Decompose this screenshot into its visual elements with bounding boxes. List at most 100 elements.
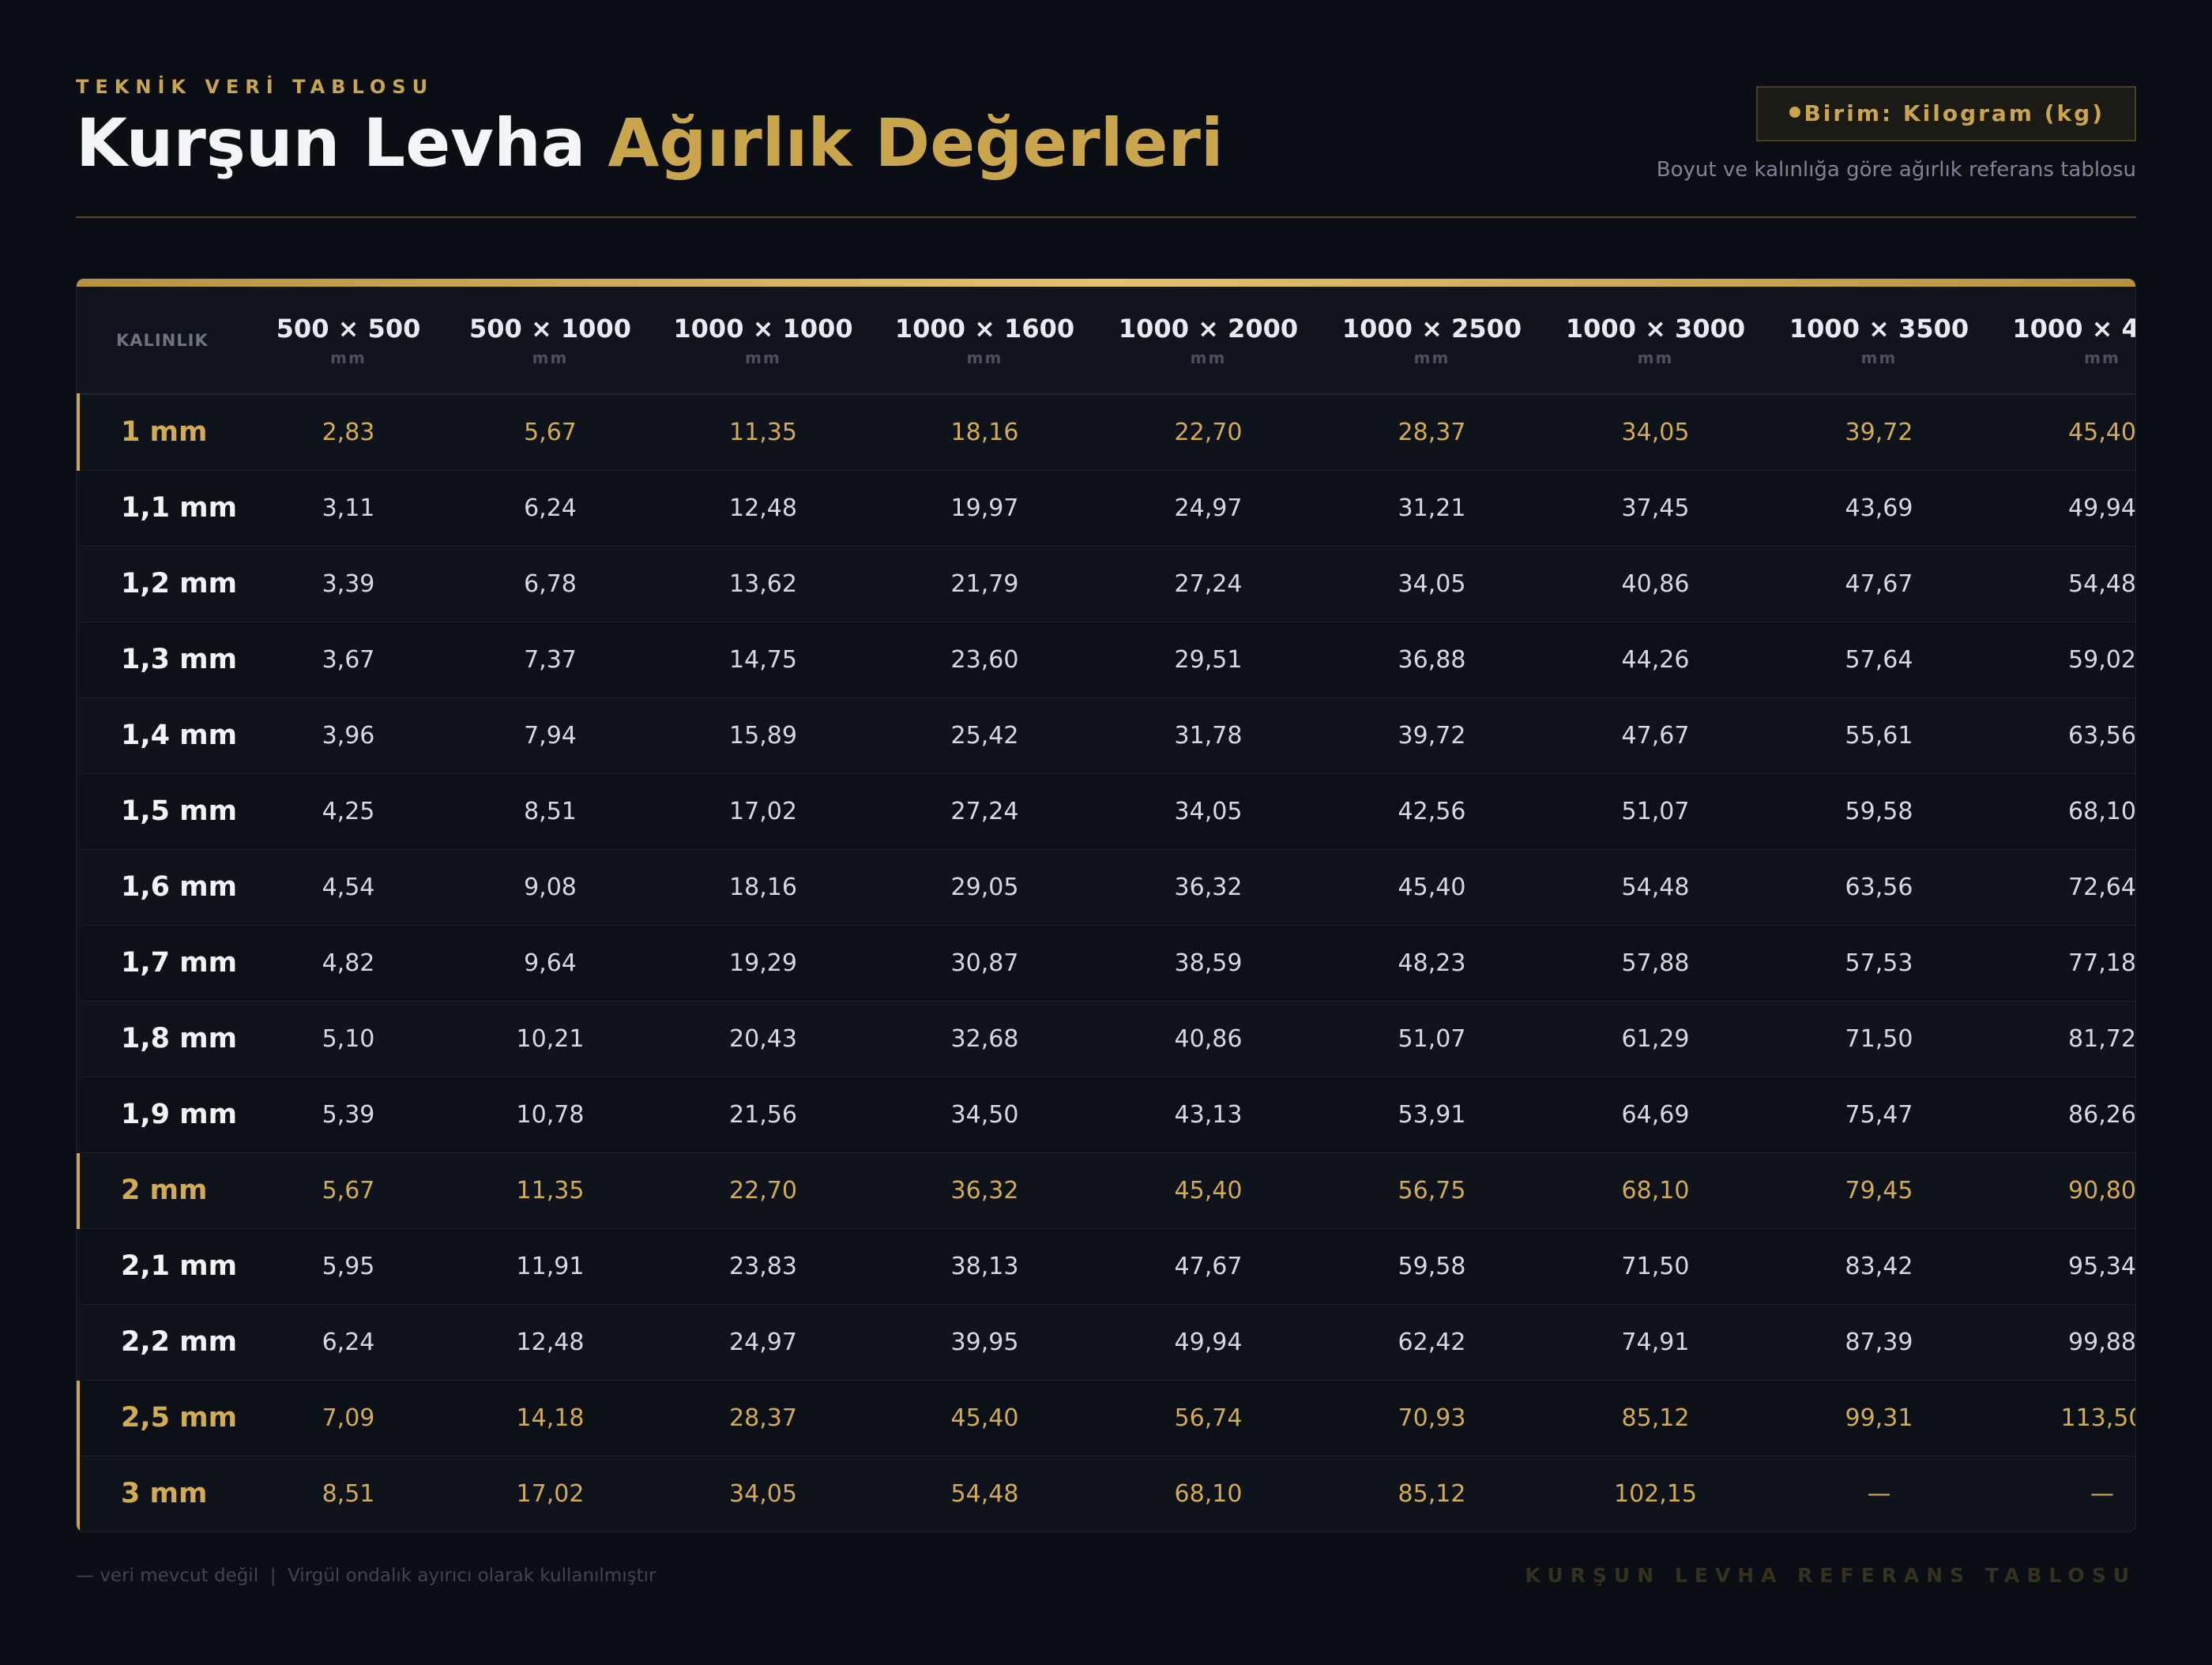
weight-cell: 45,40 xyxy=(1097,1152,1320,1229)
weight-cell: 70,93 xyxy=(1320,1380,1544,1456)
weight-cell: 31,21 xyxy=(1320,470,1544,547)
weight-cell: 24,97 xyxy=(1097,470,1320,547)
weight-cell: 7,37 xyxy=(447,622,653,698)
column-header: 1000 × 4000 mm xyxy=(1991,287,2135,395)
weight-cell: 113,50 xyxy=(1991,1380,2135,1456)
weight-cell: 24,97 xyxy=(653,1304,873,1381)
weight-cell: 34,50 xyxy=(873,1077,1097,1153)
row-label: 1 mm xyxy=(77,394,250,471)
column-header: 500 × 1000 mm xyxy=(447,287,653,395)
weight-cell: 37,45 xyxy=(1544,470,1767,547)
weight-cell: 43,69 xyxy=(1767,470,1991,547)
weight-cell: 45,40 xyxy=(1320,849,1544,926)
column-header: 1000 × 2000 mm xyxy=(1097,287,1320,395)
row-label: 1,6 mm xyxy=(78,849,250,926)
table-row: 1,7 mm 4,82 9,64 19,29 30,87 38,59 48,23 57,88 5… xyxy=(78,925,2135,1002)
row-label: 2 mm xyxy=(77,1152,250,1229)
weight-cell: 51,07 xyxy=(1544,773,1767,850)
row-label: 1,5 mm xyxy=(78,773,250,850)
weight-cell: 40,86 xyxy=(1097,1001,1320,1077)
column-label: 1000 × 2000 xyxy=(1118,313,1299,344)
weight-cell: 20,43 xyxy=(653,1001,873,1077)
row-label: 2,2 mm xyxy=(78,1304,250,1381)
weight-cell: 5,67 xyxy=(250,1152,447,1229)
weight-cell: 32,68 xyxy=(873,1001,1097,1077)
weight-cell: 23,60 xyxy=(873,622,1097,698)
weight-cell: 25,42 xyxy=(873,697,1097,774)
weight-cell: 56,74 xyxy=(1097,1380,1320,1456)
weight-cell: 19,97 xyxy=(873,470,1097,547)
weight-cell: 36,32 xyxy=(873,1152,1097,1229)
weight-cell: 13,62 xyxy=(653,546,873,622)
weight-cell: 72,64 xyxy=(1991,849,2135,926)
weight-cell: 3,96 xyxy=(250,697,447,774)
weight-cell: 55,61 xyxy=(1767,697,1991,774)
column-label: 500 × 500 xyxy=(276,313,421,344)
weight-cell: 51,07 xyxy=(1320,1001,1544,1077)
weight-cell: 19,29 xyxy=(653,925,873,1002)
weight-cell: 28,37 xyxy=(653,1380,873,1456)
weight-cell: 63,56 xyxy=(1767,849,1991,926)
weight-cell: 47,67 xyxy=(1097,1228,1320,1305)
weight-cell: 68,10 xyxy=(1991,773,2135,850)
weight-cell: 17,02 xyxy=(447,1456,653,1532)
weight-cell: 68,10 xyxy=(1544,1152,1767,1229)
weight-cell: 21,79 xyxy=(873,546,1097,622)
weight-cell: 10,78 xyxy=(447,1077,653,1153)
weight-cell: 9,64 xyxy=(447,925,653,1002)
weight-cell: 99,31 xyxy=(1767,1380,1991,1456)
weight-cell: 71,50 xyxy=(1544,1228,1767,1305)
table-row: 1,5 mm 4,25 8,51 17,02 27,24 34,05 42,56 51,07 5… xyxy=(78,773,2135,850)
weight-cell: 14,18 xyxy=(447,1380,653,1456)
footer-note: — veri mevcut değil | Virgül ondalık ayı… xyxy=(76,1565,656,1586)
weight-cell: 7,09 xyxy=(250,1380,447,1456)
header-row: KALINLIK 500 × 500 mm 500 × 1000 mm 1000 × 10… xyxy=(78,287,2135,395)
table-card: KALINLIK 500 × 500 mm 500 × 1000 mm 1000 × 10… xyxy=(76,278,2136,1532)
weight-cell: 29,05 xyxy=(873,849,1097,926)
table-row: 2 mm 5,67 11,35 22,70 36,32 45,40 56,75 68,10 79… xyxy=(77,1152,2135,1229)
weight-cell: 48,23 xyxy=(1320,925,1544,1002)
weight-cell: 36,88 xyxy=(1320,622,1544,698)
weight-cell: 34,05 xyxy=(1544,394,1767,471)
weight-cell: 6,24 xyxy=(250,1304,447,1381)
column-unit: mm xyxy=(966,348,1003,367)
weight-cell: 11,35 xyxy=(447,1152,653,1229)
weight-cell: 61,29 xyxy=(1544,1001,1767,1077)
weight-cell: 64,69 xyxy=(1544,1077,1767,1153)
weight-cell: 28,37 xyxy=(1320,394,1544,471)
weight-cell: 87,39 xyxy=(1767,1304,1991,1381)
weight-cell: 22,70 xyxy=(653,1152,873,1229)
unit-badge: Birim: Kilogram (kg) xyxy=(1756,86,2136,141)
weight-cell: 29,51 xyxy=(1097,622,1320,698)
column-header: 1000 × 1000 mm xyxy=(653,287,873,395)
row-label: 1,9 mm xyxy=(78,1077,250,1153)
weight-cell: 68,10 xyxy=(1097,1456,1320,1532)
weight-cell: 23,83 xyxy=(653,1228,873,1305)
weight-cell: 5,39 xyxy=(250,1077,447,1153)
weight-cell: 83,42 xyxy=(1767,1228,1991,1305)
weight-cell: 34,05 xyxy=(1320,546,1544,622)
weight-cell: 3,11 xyxy=(250,470,447,547)
weight-cell: 6,24 xyxy=(447,470,653,547)
weight-cell: 62,42 xyxy=(1320,1304,1544,1381)
column-unit: mm xyxy=(1860,348,1898,367)
weight-cell: 77,18 xyxy=(1991,925,2135,1002)
column-unit: mm xyxy=(1413,348,1450,367)
column-unit: mm xyxy=(1190,348,1227,367)
row-label: 1,7 mm xyxy=(78,925,250,1002)
weight-cell: 4,54 xyxy=(250,849,447,926)
weight-cell: 85,12 xyxy=(1544,1380,1767,1456)
footer-brand: KURŞUN LEVHA REFERANS TABLOSU xyxy=(1525,1564,2136,1587)
row-label: 1,1 mm xyxy=(78,470,250,547)
weight-cell: 9,08 xyxy=(447,849,653,926)
weight-cell: 59,02 xyxy=(1991,622,2135,698)
weight-cell: 5,95 xyxy=(250,1228,447,1305)
weight-cell: 3,39 xyxy=(250,546,447,622)
column-label: 1000 × 1600 xyxy=(894,313,1075,344)
weight-cell: 49,94 xyxy=(1097,1304,1320,1381)
table-row: 1,3 mm 3,67 7,37 14,75 23,60 29,51 36,88 44,26 5… xyxy=(78,622,2135,698)
weight-cell: 11,35 xyxy=(653,394,873,471)
weight-cell: 21,56 xyxy=(653,1077,873,1153)
table-row: 1,4 mm 3,96 7,94 15,89 25,42 31,78 39,72 47,67 5… xyxy=(78,697,2135,774)
